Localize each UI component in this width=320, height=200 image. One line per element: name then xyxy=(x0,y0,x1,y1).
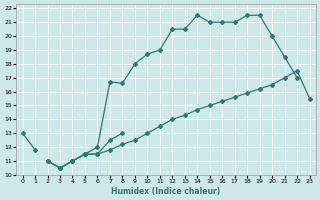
X-axis label: Humidex (Indice chaleur): Humidex (Indice chaleur) xyxy=(111,187,221,196)
